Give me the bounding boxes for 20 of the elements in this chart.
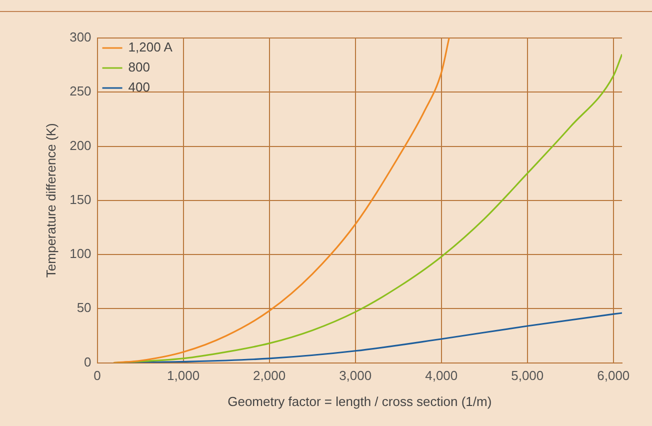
x-tick-label: 3,000 [339, 368, 372, 384]
y-tick-label: 0 [84, 354, 92, 370]
legend-label: 800 [128, 60, 150, 75]
y-tick-label: 200 [70, 138, 92, 153]
x-axis-title: Geometry factor = length / cross section (1/m) [228, 394, 492, 409]
x-tick-label: 6,000 [597, 368, 630, 384]
legend-label: 1,200 A [128, 40, 173, 55]
x-tick-label: 4,000 [425, 368, 458, 384]
y-axis-title: Temperature difference (K) [43, 123, 58, 278]
line-series [112, 38, 450, 363]
x-tick-label: 5,000 [511, 368, 544, 384]
y-tick-label: 300 [70, 30, 92, 45]
legend-label: 400 [128, 80, 150, 95]
y-tick-label: 100 [70, 246, 92, 262]
x-tick-label: 2,000 [253, 368, 286, 384]
y-tick-label: 250 [70, 84, 92, 99]
y-tick-label: 150 [70, 192, 92, 207]
x-tick-label: 1,000 [167, 368, 200, 384]
y-tick-label: 50 [76, 300, 92, 316]
x-tick-label: 0 [94, 368, 101, 384]
